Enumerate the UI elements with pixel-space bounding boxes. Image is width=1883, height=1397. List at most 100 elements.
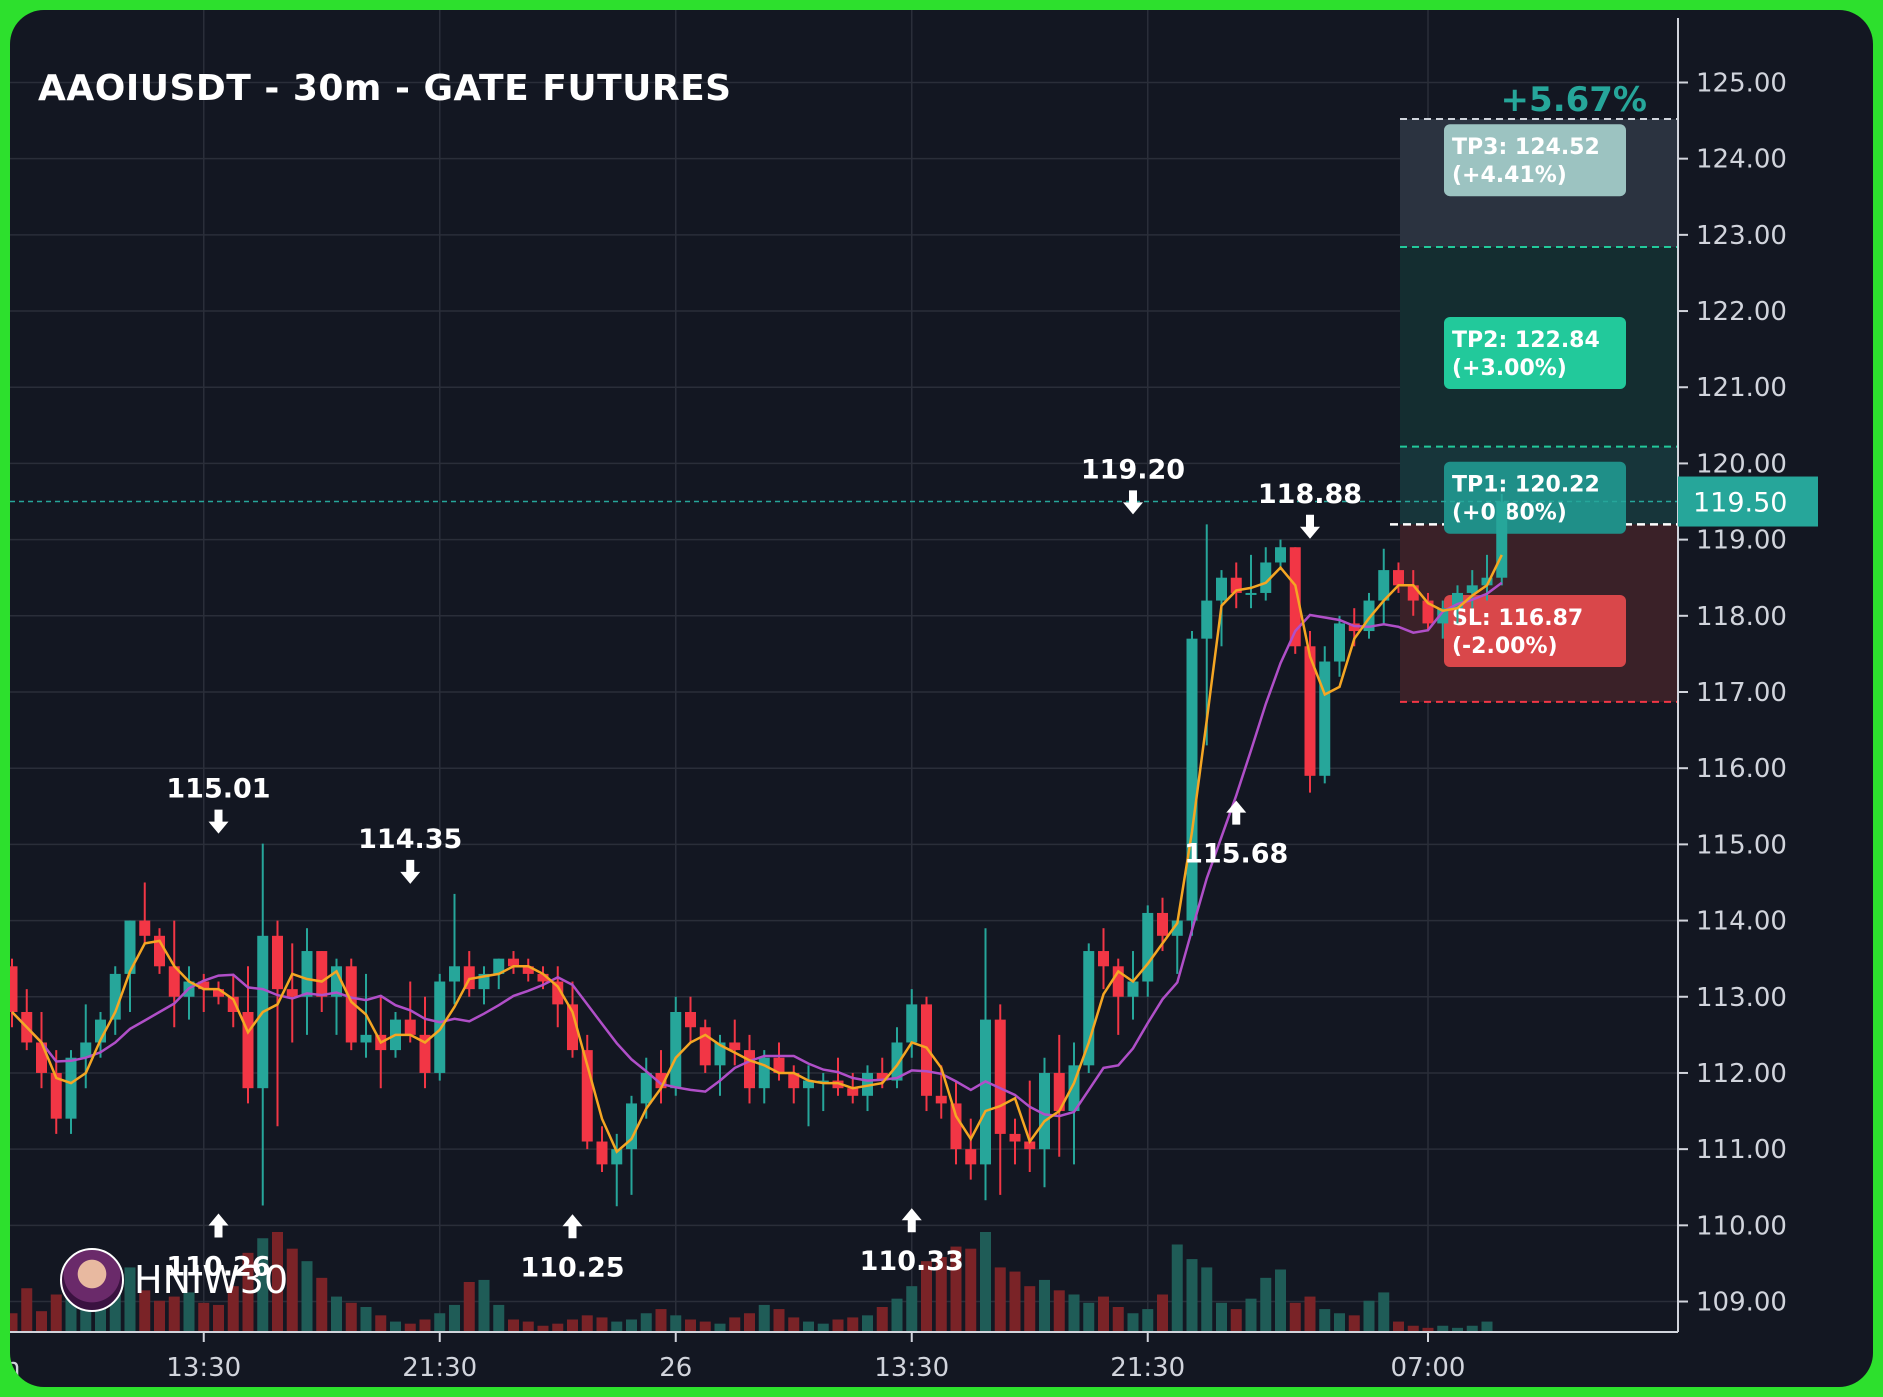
candle-body [522,966,534,974]
volume-bar [685,1319,696,1332]
candle-body [124,920,136,974]
level-name: SL: 116.87 [1452,606,1583,631]
price-label: 110.25 [520,1252,624,1283]
candle-body [449,966,460,982]
y-tick-label: 112.00 [1696,1059,1787,1089]
y-tick-label: 119.00 [1696,526,1787,556]
volume-bar [965,1248,977,1332]
candle-body [847,1088,859,1096]
volume-bar [773,1309,785,1332]
volume-bar [1260,1277,1272,1332]
candle-body [935,1095,947,1104]
candle-body [1319,661,1331,776]
volume-bar [1466,1325,1478,1332]
candle-body [1466,585,1478,593]
volume-bar [655,1309,667,1332]
candle-body [1289,547,1301,647]
volume-bar [567,1319,578,1332]
current-price-label: 119.50 [1693,488,1787,519]
volume-bar [1334,1313,1345,1332]
volume-bar [1142,1309,1154,1332]
candle-body [345,966,357,1043]
candle-body [1039,1072,1050,1150]
volume-bar [508,1319,519,1332]
candle-body [552,981,564,1005]
volume-bar [847,1317,859,1332]
candle-body [419,1034,431,1073]
brand-watermark: HNIW30 [60,1248,288,1312]
x-tick-label: 21:30 [1110,1353,1185,1383]
y-tick-label: 116.00 [1696,754,1787,784]
y-tick-label: 124.00 [1696,145,1787,175]
candle-body [1334,623,1345,662]
candle-body [1171,920,1183,936]
x-tick-label-partial: n [10,1353,20,1383]
price-chart[interactable]: +5.67% TP3: 124.52 (+4.41%) TP2: 122.84 (+3.… [10,10,1873,1387]
volume-bar [1452,1327,1463,1332]
candle-body [1481,577,1493,586]
candle-body [921,1004,932,1096]
x-tick-label: 13:30 [166,1353,241,1383]
volume-bar [1348,1315,1360,1332]
y-tick-label: 120.00 [1696,449,1787,479]
current-price-badge: 119.50 [1678,476,1818,527]
tp2-label: TP2: 122.84 (+3.00%) [1444,316,1626,389]
level-name: TP2: 122.84 [1452,328,1600,353]
candle-body [773,1057,785,1073]
level-pct: (-2.00%) [1452,634,1558,659]
tp3-label: TP3: 124.52 (+4.41%) [1444,124,1626,197]
sl-badge [1444,595,1626,668]
volume-bar [1289,1302,1301,1332]
volume-bar [50,1294,62,1332]
candle-body [1393,570,1404,586]
candle-body [655,1072,667,1089]
candle-body [508,958,519,967]
volume-bar [640,1313,652,1332]
candle-body [906,1004,918,1043]
swing-annotation: 118.88 [1258,479,1362,539]
y-tick-label: 117.00 [1696,678,1787,708]
candle-body [286,989,298,997]
candle-body [1496,501,1508,578]
volume-bar [345,1302,357,1332]
volume-bar [1378,1292,1390,1332]
price-label: 118.88 [1258,479,1362,510]
candle-body [493,958,505,974]
chart-frame: +5.67% TP3: 124.52 (+4.41%) TP2: 122.84 (+3.… [10,10,1873,1387]
swing-annotation: 110.25 [520,1214,625,1283]
candle-body [1452,592,1463,609]
volume-bar [699,1321,711,1332]
volume-bar [1230,1309,1242,1332]
candle-body [50,1072,62,1119]
price-label: 115.01 [166,774,270,805]
candle-body [95,1019,106,1043]
candle-body [817,1080,829,1083]
volume-bar [1157,1294,1168,1332]
candle-body [168,966,180,997]
volume-bar [522,1321,534,1332]
candle-body [1245,592,1257,595]
arrow-up-icon [901,1208,922,1233]
ma-slow-line [11,581,1503,1118]
volume-bar [109,1284,121,1332]
candle-body [862,1072,873,1096]
volume-bar [862,1315,873,1332]
y-tick-label: 111.00 [1696,1135,1787,1165]
volume-bar [257,1238,269,1332]
tp2-badge [1444,316,1626,389]
candle-body [109,973,121,1020]
x-tick-label: 07:00 [1391,1353,1466,1383]
arrow-down-icon [400,859,421,884]
swing-annotation: 115.68 [1184,800,1288,870]
candle-body [478,973,490,990]
candle-body [611,1149,623,1165]
y-tick-label: 115.00 [1696,830,1787,860]
tp3-badge [1444,124,1626,197]
candle-body [301,951,313,997]
candle-body [744,1050,755,1089]
candle-body [1260,562,1272,593]
volume-bar [803,1321,814,1332]
volume-bar [1245,1298,1257,1332]
candle-body [36,1042,47,1073]
volume-bar [286,1248,298,1332]
